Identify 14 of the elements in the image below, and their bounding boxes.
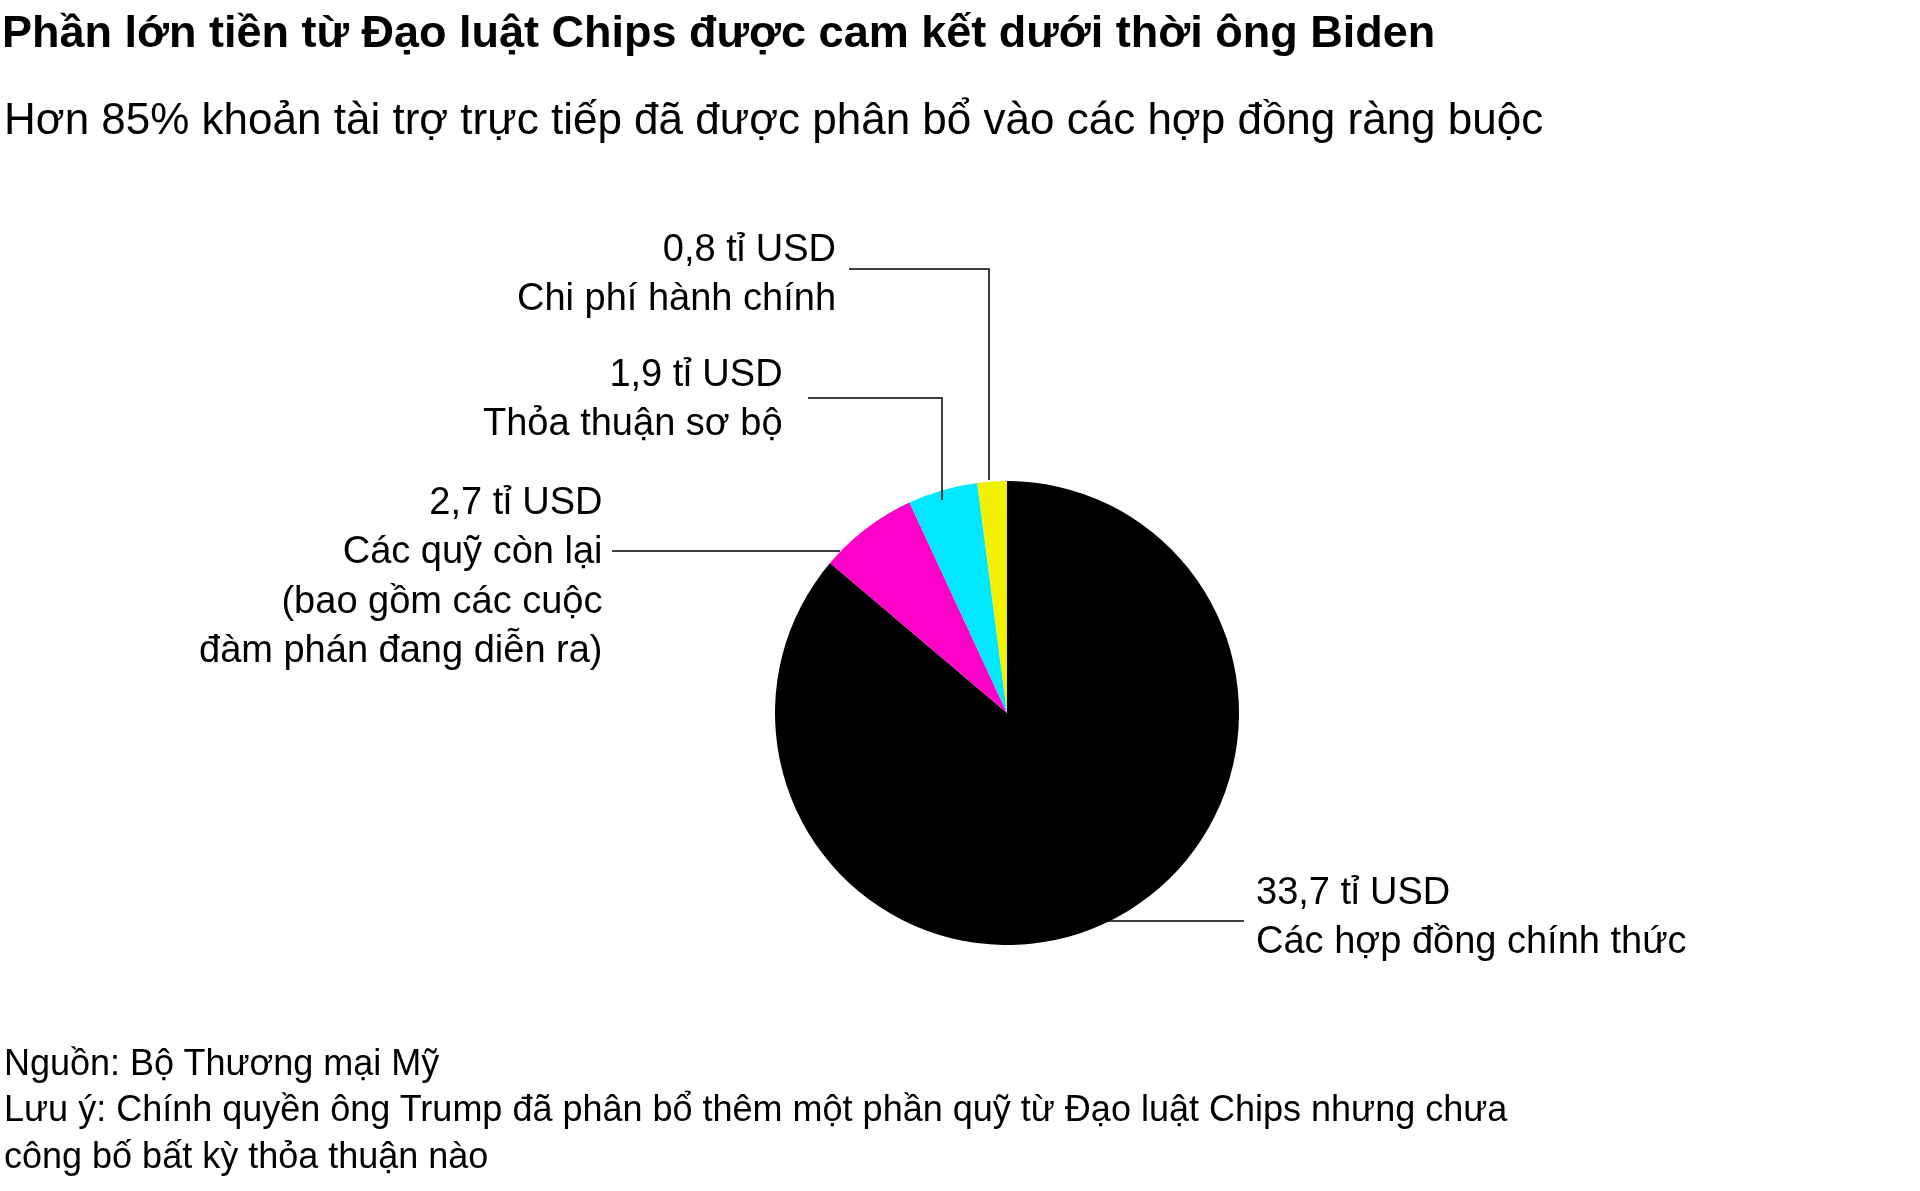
chart-title: Phần lớn tiền từ Đạo luật Chips được cam kết dưới thời ông Biden [1,5,1436,57]
data-label: 33,7 tỉ USD [1256,870,1451,912]
chart-subtitle: Hơn 85% khoản tài trợ trực tiếp đã được phân bổ vào các hợp đồng ràng buộc [4,94,1544,143]
pie-slice [909,482,1007,713]
pie-slice [830,502,1007,713]
data-label: 1,9 tỉ USD [609,352,783,394]
slice-label: Thỏa thuận sơ bộ [483,401,783,444]
data-label: 0,8 tỉ USD [662,227,837,269]
slice-label: Chi phí hành chính [517,276,837,319]
text: Lưu ý: Chính quyền ông Trump đã phân bổ thêm một phần quỹ từ Đạo luật Chips nhưng chưa công bố bất kỳ thỏa thuận nào [4,1088,1509,1176]
data-label: 2,7 tỉ USD [429,480,603,522]
slice-label: Các hợp đồng chính thức [1256,919,1687,962]
text: Nguồn: Bộ Thương mại Mỹ [4,1042,440,1083]
slice-label: Các quỹ còn lại (bao gồm các cuộc đàm phán đang diễn ra) [199,529,603,671]
